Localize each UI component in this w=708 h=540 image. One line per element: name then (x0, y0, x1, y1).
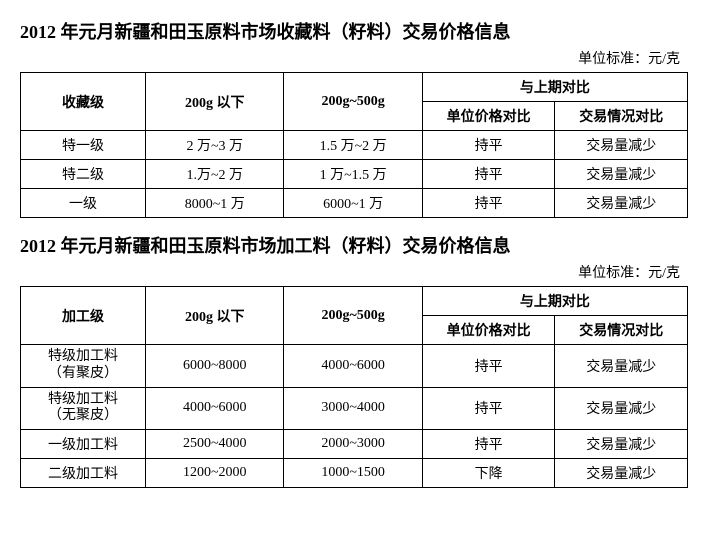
unit-1: 单位标准：元/克 (20, 48, 680, 68)
hdr: 收藏级 (21, 73, 146, 131)
table-1: 收藏级 200g 以下 200g~500g 与上期对比 单位价格对比 交易情况对… (20, 72, 688, 218)
hdr: 200g~500g (284, 73, 422, 131)
hdr: 200g 以下 (146, 73, 284, 131)
table-2: 加工级 200g 以下 200g~500g 与上期对比 单位价格对比 交易情况对… (20, 286, 688, 488)
hdr: 200g~500g (284, 287, 422, 345)
hdr-sub: 交易情况对比 (555, 316, 688, 345)
hdr-group: 与上期对比 (422, 287, 687, 316)
table-row: 特级加工料（无聚皮） 4000~6000 3000~4000 持平 交易量减少 (21, 387, 688, 430)
hdr-sub: 单位价格对比 (422, 102, 555, 131)
table-row: 特级加工料（有聚皮） 6000~8000 4000~6000 持平 交易量减少 (21, 345, 688, 388)
title-2: 2012 年元月新疆和田玉原料市场加工料（籽料）交易价格信息 (20, 232, 688, 258)
table-row: 一级 8000~1 万 6000~1 万 持平 交易量减少 (21, 189, 688, 218)
hdr-group: 与上期对比 (422, 73, 687, 102)
hdr-sub: 交易情况对比 (555, 102, 688, 131)
table-block-1: 2012 年元月新疆和田玉原料市场收藏料（籽料）交易价格信息 单位标准：元/克 … (20, 18, 688, 218)
hdr: 加工级 (21, 287, 146, 345)
table-row: 一级加工料 2500~4000 2000~3000 持平 交易量减少 (21, 430, 688, 459)
title-1: 2012 年元月新疆和田玉原料市场收藏料（籽料）交易价格信息 (20, 18, 688, 44)
unit-2: 单位标准：元/克 (20, 262, 680, 282)
hdr: 200g 以下 (146, 287, 284, 345)
table-row: 二级加工料 1200~2000 1000~1500 下降 交易量减少 (21, 459, 688, 488)
table-row: 特二级 1.万~2 万 1 万~1.5 万 持平 交易量减少 (21, 160, 688, 189)
table-row: 特一级 2 万~3 万 1.5 万~2 万 持平 交易量减少 (21, 131, 688, 160)
table-block-2: 2012 年元月新疆和田玉原料市场加工料（籽料）交易价格信息 单位标准：元/克 … (20, 232, 688, 488)
hdr-sub: 单位价格对比 (422, 316, 555, 345)
